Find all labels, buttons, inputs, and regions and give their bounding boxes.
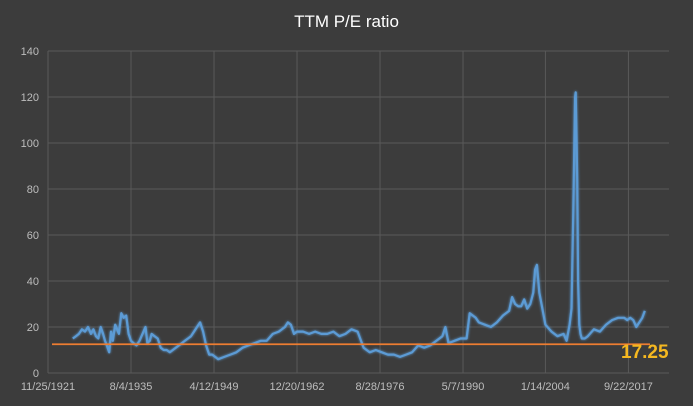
y-tick-label: 60	[27, 230, 39, 242]
chart-title: TTM P/E ratio	[294, 12, 399, 31]
x-tick-label: 11/25/1921	[21, 381, 75, 393]
y-tick-label: 100	[21, 138, 39, 150]
x-tick-label: 1/14/2004	[521, 381, 570, 393]
y-tick-label: 40	[27, 276, 39, 288]
y-tick-label: 80	[27, 184, 39, 196]
x-tick-label: 8/28/1976	[356, 381, 405, 393]
y-tick-label: 120	[21, 92, 39, 104]
y-tick-label: 20	[27, 322, 39, 334]
x-tick-label: 9/22/2017	[604, 381, 653, 393]
x-tick-label: 4/12/1949	[190, 381, 239, 393]
x-tick-label: 8/4/1935	[110, 381, 153, 393]
series-line	[72, 91, 646, 361]
x-tick-label: 5/7/1990	[442, 381, 485, 393]
y-tick-label: 140	[21, 46, 39, 58]
x-tick-label: 12/20/1962	[269, 381, 324, 393]
y-tick-label: 0	[33, 368, 39, 380]
current-value-label: 17.25	[621, 342, 669, 363]
